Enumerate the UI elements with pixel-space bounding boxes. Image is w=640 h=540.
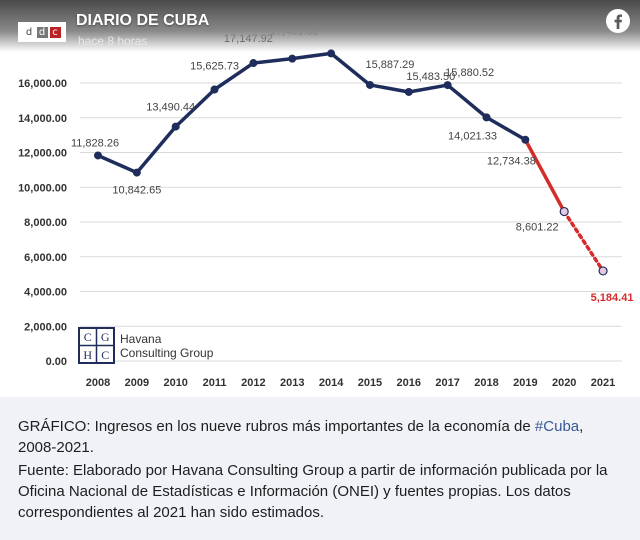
series-points (94, 49, 608, 276)
data-point (288, 54, 297, 63)
post-timestamp[interactable]: hace 8 horas (78, 34, 148, 48)
page-avatar[interactable]: d d c (18, 22, 66, 42)
caption-prefix: GRÁFICO: Ingresos en los nueve rubros má… (18, 418, 531, 435)
income-line-chart: 0.00 2,000.00 4,000.00 6,000.00 8,000.00 10,0… (18, 22, 634, 389)
x-axis-ticks: 2008 2009 2010 2011 2012 2013 2014 2015 2016 2017… (86, 377, 616, 389)
series-line-main (96, 51, 528, 175)
data-point (404, 87, 413, 96)
data-label: 15,483.50 (406, 71, 455, 83)
avatar-letter-1: d (25, 26, 33, 38)
data-point (521, 135, 530, 144)
data-label: 15,625.73 (190, 61, 239, 73)
data-point (598, 266, 608, 276)
data-label: 11,828.26 (71, 137, 119, 149)
y-tick-label: 14,000.00 (18, 113, 67, 125)
x-tick-label: 2010 (163, 377, 187, 389)
data-label: 14,021.33 (448, 130, 497, 142)
data-label: 8,601.22 (516, 222, 559, 234)
data-point (171, 122, 180, 131)
y-tick-label: 12,000.00 (18, 148, 67, 160)
logo-mark-c1: C (84, 330, 92, 344)
facebook-icon[interactable] (606, 9, 630, 33)
y-tick-label: 0.00 (46, 356, 67, 368)
x-tick-label: 2019 (513, 377, 537, 389)
y-tick-label: 16,000.00 (18, 78, 67, 90)
x-tick-label: 2021 (591, 377, 615, 389)
caption-source: Fuente: Elaborado por Havana Consulting … (18, 462, 608, 521)
series-line-estimate (562, 209, 605, 273)
data-point (94, 151, 102, 160)
x-tick-label: 2014 (319, 377, 344, 389)
data-label: 12,734.38 (487, 156, 536, 168)
data-point (482, 113, 491, 122)
series-lines (96, 51, 605, 273)
series-line-decline (523, 137, 566, 214)
data-label: 10,842.65 (112, 185, 161, 197)
logo-mark-h: H (83, 348, 92, 362)
avatar-letter-3: c (49, 26, 61, 38)
data-point (365, 80, 374, 89)
data-point (132, 168, 141, 177)
logo-mark-g1: G (101, 330, 110, 344)
data-label: 15,880.52 (445, 67, 494, 79)
x-tick-label: 2011 (203, 377, 227, 389)
y-tick-label: 10,000.00 (18, 182, 67, 194)
logo-mark-g2: C (101, 348, 109, 362)
havana-consulting-logo: C G H C Havana Consulting Group (78, 327, 214, 364)
data-point (249, 59, 258, 68)
data-point (559, 206, 569, 217)
y-tick-label: 2,000.00 (24, 321, 67, 333)
logo-name-line1: Havana (120, 332, 162, 346)
x-tick-label: 2016 (397, 377, 421, 389)
data-point (210, 85, 219, 94)
data-label: 13,490.44 (146, 102, 195, 114)
y-axis-ticks: 0.00 2,000.00 4,000.00 6,000.00 8,000.00 10,0… (18, 78, 67, 368)
x-tick-label: 2020 (552, 377, 576, 389)
data-label: 5,184.41 (591, 292, 634, 304)
avatar-letter-2: d (36, 26, 48, 38)
caption-suffix: , 2008-2021. (18, 418, 584, 456)
x-tick-label: 2009 (125, 377, 149, 389)
x-tick-label: 2008 (86, 377, 110, 389)
x-tick-label: 2012 (241, 377, 265, 389)
data-label: 15,887.29 (365, 59, 414, 71)
x-tick-label: 2017 (435, 377, 459, 389)
post-header: d d c DIARIO DE CUBA hace 8 horas (0, 0, 640, 52)
hashtag-cuba-link[interactable]: #Cuba (534, 418, 580, 435)
x-tick-label: 2015 (358, 377, 382, 389)
y-tick-label: 4,000.00 (24, 287, 67, 299)
y-tick-label: 8,000.00 (24, 217, 67, 229)
page-name-link[interactable]: DIARIO DE CUBA (76, 12, 210, 29)
y-tick-label: 6,000.00 (24, 252, 67, 264)
post-caption: GRÁFICO: Ingresos en los nueve rubros má… (0, 397, 640, 540)
x-tick-label: 2018 (474, 377, 498, 389)
data-point (443, 81, 452, 90)
logo-name-line2: Consulting Group (120, 346, 214, 360)
caption-description: GRÁFICO: Ingresos en los nueve rubros má… (18, 416, 622, 458)
x-tick-label: 2013 (280, 377, 304, 389)
